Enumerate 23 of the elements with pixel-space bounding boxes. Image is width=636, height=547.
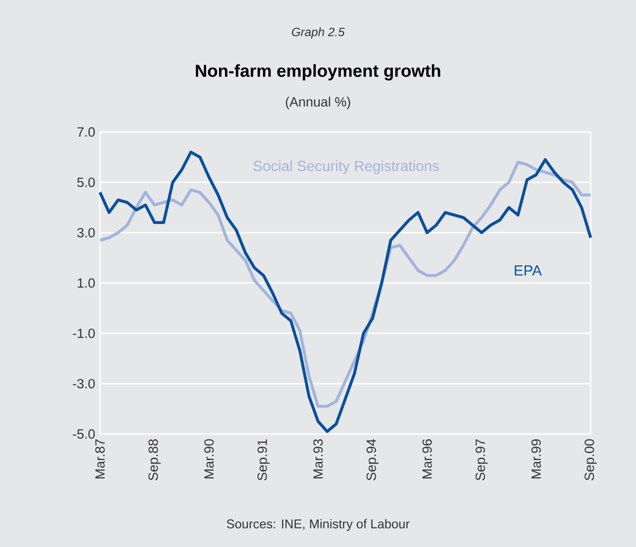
chart-title: Non-farm employment growth bbox=[196, 64, 440, 80]
y-tick-label: -1.0 bbox=[72, 328, 95, 338]
y-tick-label: -5.0 bbox=[72, 429, 95, 439]
y-tick-label: 5.0 bbox=[77, 178, 95, 188]
y-tick-label: 3.0 bbox=[77, 228, 95, 238]
caption: Graph 2.5 bbox=[292, 27, 345, 39]
y-tick-label: 7.0 bbox=[77, 127, 95, 137]
x-tick-label: Sep.91 bbox=[258, 439, 270, 480]
text: Social Security Registrations bbox=[253, 160, 439, 174]
source-note: Sources: INE, Ministry of Labour bbox=[226, 519, 410, 531]
chart-subtitle: (Annual %) bbox=[286, 96, 350, 110]
x-tick-label: Mar.93 bbox=[313, 439, 323, 478]
y-tick-label: 1.0 bbox=[78, 278, 95, 288]
x-tick-label: Sep.94 bbox=[366, 439, 379, 480]
x-tick-label: Sep.88 bbox=[148, 439, 161, 480]
y-tick-label: -3.0 bbox=[72, 378, 95, 388]
x-tick-label: Mar.87 bbox=[95, 439, 105, 478]
x-tick-label: Mar.90 bbox=[204, 439, 214, 478]
x-tick-label: Sep.97 bbox=[476, 439, 488, 480]
x-tick-label: Mar.99 bbox=[531, 439, 541, 478]
x-tick-label: Sep.00 bbox=[584, 439, 597, 480]
x-tick-label: Mar.96 bbox=[422, 439, 432, 478]
text: EPA bbox=[514, 265, 542, 276]
